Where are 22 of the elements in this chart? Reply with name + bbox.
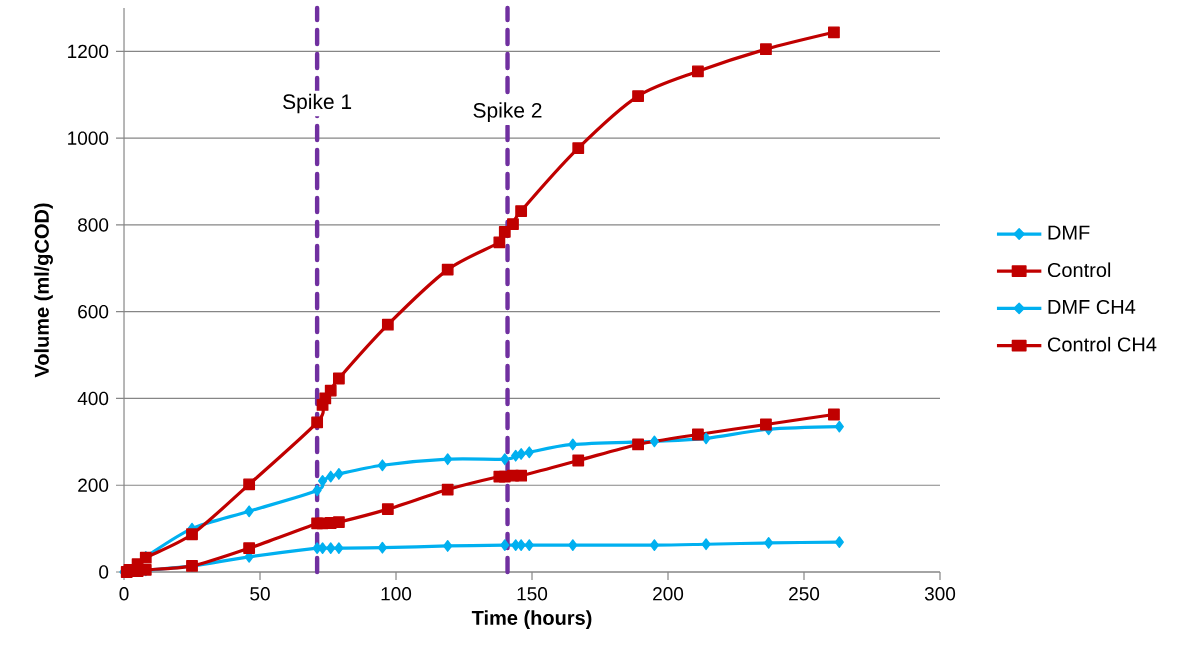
y-tick-label: 0 bbox=[99, 565, 109, 579]
ref-line-label: Spike 1 bbox=[283, 93, 352, 114]
legend-label: Control CH4 bbox=[1047, 336, 1157, 352]
y-tick-label: 400 bbox=[77, 391, 109, 406]
x-tick-label: 100 bbox=[381, 587, 412, 601]
x-tick-label: 0 bbox=[119, 587, 129, 601]
ref-line-label: Spike 2 bbox=[473, 102, 542, 122]
y-tick-label: 800 bbox=[78, 218, 109, 232]
x-axis-title: Time (hours) bbox=[471, 610, 592, 629]
x-tick-label: 300 bbox=[924, 587, 956, 601]
legend-label: DMF CH4 bbox=[1048, 299, 1136, 315]
x-tick-label: 50 bbox=[250, 587, 270, 601]
y-tick-label: 200 bbox=[78, 478, 109, 492]
y-tick-label: 1000 bbox=[68, 131, 109, 145]
y-tick-label: 600 bbox=[78, 304, 109, 319]
legend-label: DMF bbox=[1048, 225, 1090, 240]
legend-label: Control bbox=[1047, 262, 1111, 278]
x-tick-label: 150 bbox=[517, 587, 548, 601]
y-axis-title: Volume (ml/gCOD) bbox=[34, 203, 53, 378]
y-tick-label: 1200 bbox=[68, 44, 109, 59]
x-tick-label: 200 bbox=[653, 587, 684, 601]
x-tick-label: 250 bbox=[789, 587, 820, 601]
